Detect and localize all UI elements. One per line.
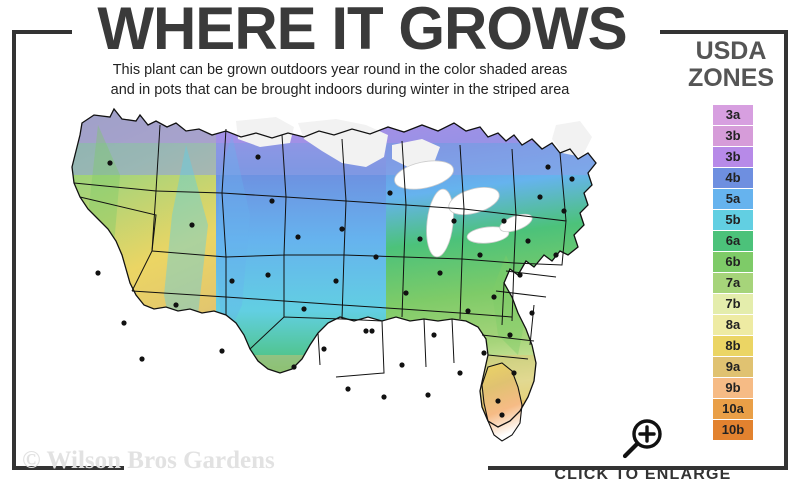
map-city-dots <box>95 154 575 418</box>
frame-top-right-segment <box>660 30 788 34</box>
legend-swatch-3a-0: 3a <box>713 105 753 126</box>
legend-swatch-5b-5: 5b <box>713 210 753 231</box>
map-florida <box>481 362 523 442</box>
subtitle-line-2: and in pots that can be brought indoors … <box>110 82 570 98</box>
legend-swatch-8b-11: 8b <box>713 336 753 357</box>
subtitle: This plant can be grown outdoors year ro… <box>40 60 640 100</box>
legend-swatch-5a-4: 5a <box>713 189 753 210</box>
legend-swatch-9b-13: 9b <box>713 378 753 399</box>
legend-swatch-3b-1: 3b <box>713 126 753 147</box>
legend-heading: USDA ZONES <box>668 38 794 92</box>
legend-swatch-10a-14: 10a <box>713 399 753 420</box>
legend-swatch-7a-8: 7a <box>713 273 753 294</box>
click-to-enlarge-label[interactable]: CLICK TO ENLARGE <box>554 466 732 483</box>
legend-heading-line-2: ZONES <box>687 64 775 92</box>
legend-swatch-3b-2: 3b <box>713 147 753 168</box>
legend-swatch-9a-12: 9a <box>713 357 753 378</box>
magnifier-plus-icon[interactable] <box>620 418 666 460</box>
page-title: WHERE IT GROWS <box>97 0 627 62</box>
legend-swatch-4b-3: 4b <box>713 168 753 189</box>
subtitle-line-1: This plant can be grown outdoors year ro… <box>112 62 568 78</box>
map-state-borders <box>73 124 567 378</box>
frame-bottom-right-segment <box>488 466 788 470</box>
frame-right-segment <box>784 30 788 470</box>
frame-top-left-segment <box>12 30 72 34</box>
legend-swatch-10b-15: 10b <box>713 420 753 441</box>
legend-swatch-8a-10: 8a <box>713 315 753 336</box>
frame-left-segment <box>12 30 16 470</box>
legend-swatch-6b-7: 6b <box>713 252 753 273</box>
legend-swatch-7b-9: 7b <box>713 294 753 315</box>
watermark: © Wilson Bros Gardens <box>22 447 275 474</box>
usda-hardiness-zone-map[interactable] <box>36 105 656 460</box>
legend-zone-list: 3a 3b 3b 4b 5a 5b 6a 6b 7a 7b 8a 8b 9a 9b 10a 10b <box>713 105 753 441</box>
frame-bottom-left-segment <box>12 466 124 470</box>
legend-swatch-6a-6: 6a <box>713 231 753 252</box>
map-great-lakes <box>394 160 533 258</box>
legend-heading-line-1: USDA <box>695 37 767 65</box>
